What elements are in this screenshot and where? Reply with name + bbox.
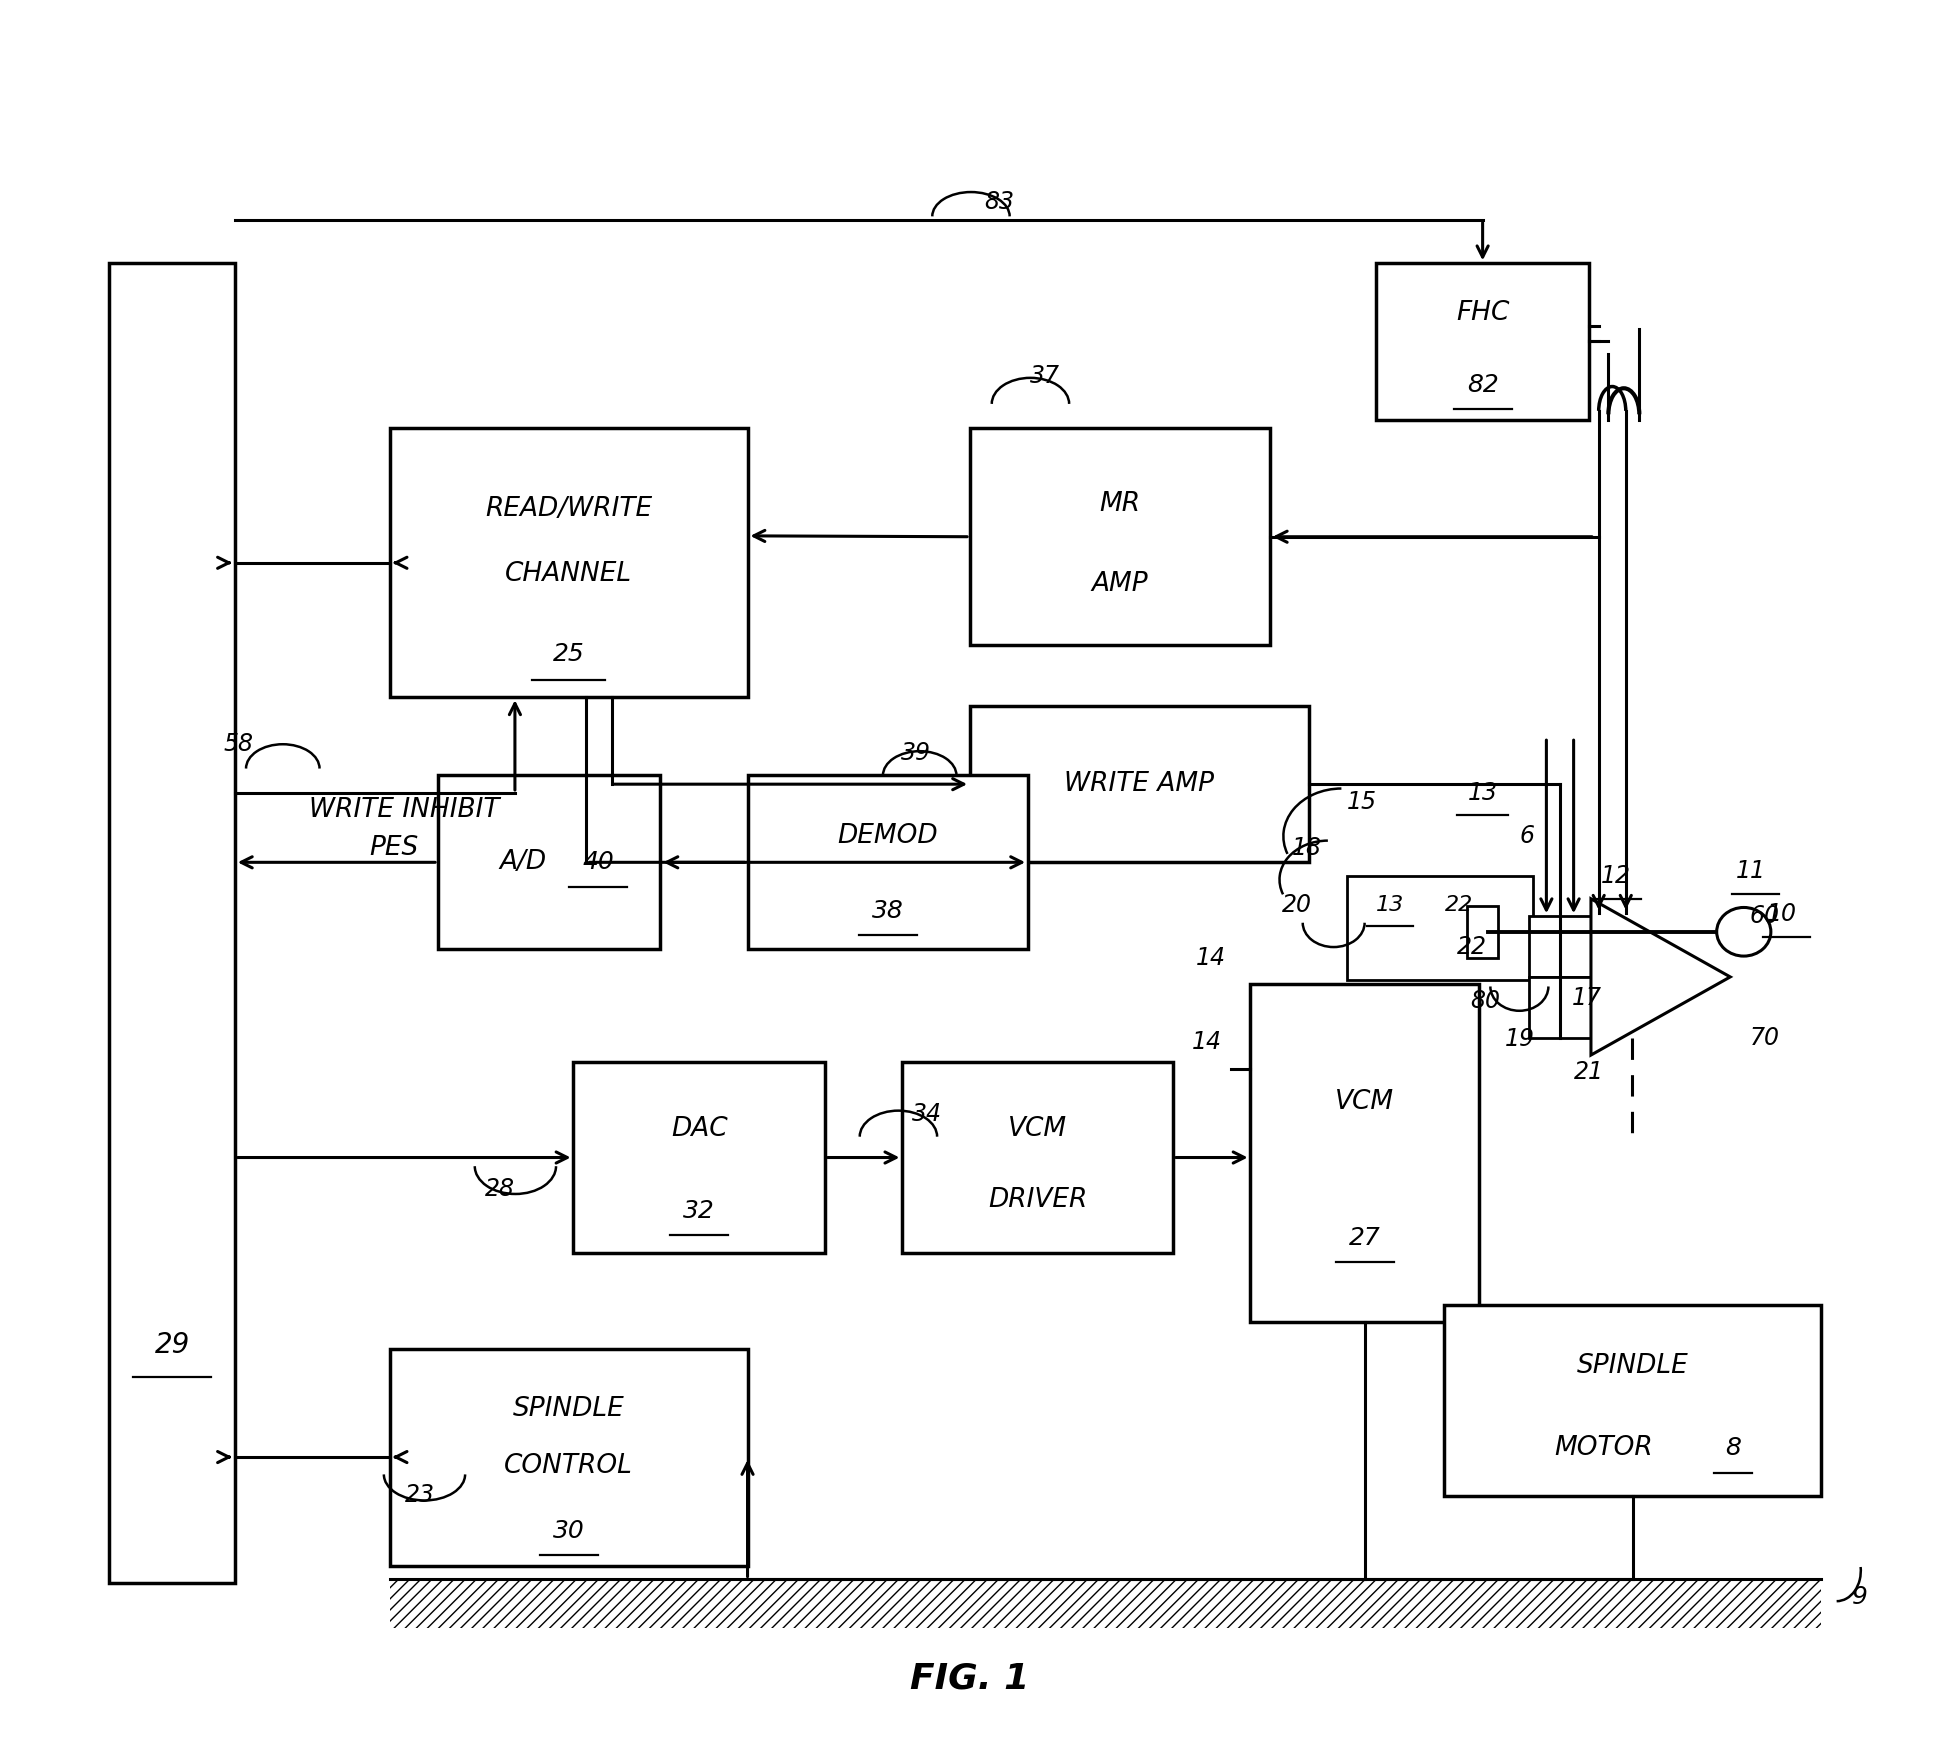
Text: MOTOR: MOTOR bbox=[1553, 1435, 1652, 1462]
Bar bbox=[970, 429, 1270, 645]
Text: 70: 70 bbox=[1749, 1026, 1778, 1050]
Bar bbox=[1528, 977, 1590, 1038]
Text: 60: 60 bbox=[1749, 904, 1778, 928]
Text: 29: 29 bbox=[155, 1331, 190, 1359]
Text: FIG. 1: FIG. 1 bbox=[909, 1662, 1030, 1695]
Text: DEMOD: DEMOD bbox=[838, 824, 938, 850]
Text: 25: 25 bbox=[553, 643, 584, 665]
Text: 37: 37 bbox=[1030, 364, 1059, 388]
Bar bbox=[1528, 916, 1590, 977]
Text: CHANNEL: CHANNEL bbox=[504, 561, 632, 587]
Text: PES: PES bbox=[368, 836, 419, 862]
Text: 30: 30 bbox=[553, 1519, 584, 1543]
Bar bbox=[438, 775, 659, 949]
Text: 80: 80 bbox=[1470, 989, 1499, 1014]
Text: WRITE INHIBIT: WRITE INHIBIT bbox=[308, 798, 498, 824]
Bar bbox=[390, 1348, 747, 1566]
Text: 9: 9 bbox=[1852, 1585, 1867, 1610]
Bar bbox=[574, 1063, 824, 1252]
Text: 18: 18 bbox=[1291, 836, 1320, 861]
Text: 13: 13 bbox=[1375, 895, 1404, 915]
Text: 21: 21 bbox=[1573, 1061, 1604, 1085]
Bar bbox=[1466, 906, 1497, 958]
Bar bbox=[1251, 984, 1478, 1322]
Text: SPINDLE: SPINDLE bbox=[1576, 1354, 1687, 1380]
Text: MR: MR bbox=[1099, 491, 1140, 517]
Bar bbox=[970, 706, 1307, 862]
Text: 14: 14 bbox=[1191, 1031, 1222, 1054]
Text: 39: 39 bbox=[902, 740, 931, 765]
Text: SPINDLE: SPINDLE bbox=[512, 1397, 624, 1421]
Text: 22: 22 bbox=[1445, 895, 1474, 915]
Bar bbox=[109, 263, 235, 1583]
Text: 58: 58 bbox=[223, 732, 254, 756]
Bar bbox=[1346, 876, 1532, 981]
Text: DRIVER: DRIVER bbox=[987, 1186, 1088, 1212]
Text: 19: 19 bbox=[1503, 1028, 1534, 1052]
Text: VCM: VCM bbox=[1334, 1089, 1394, 1115]
Text: 17: 17 bbox=[1571, 986, 1602, 1010]
Polygon shape bbox=[1590, 899, 1730, 1056]
Text: 40: 40 bbox=[582, 850, 615, 874]
Bar bbox=[390, 429, 747, 697]
Text: 8: 8 bbox=[1724, 1437, 1739, 1460]
Text: CONTROL: CONTROL bbox=[504, 1453, 632, 1479]
Text: 11: 11 bbox=[1735, 859, 1764, 883]
Text: 34: 34 bbox=[911, 1103, 942, 1125]
Text: 12: 12 bbox=[1600, 864, 1631, 888]
Text: 32: 32 bbox=[683, 1198, 715, 1223]
Bar bbox=[1443, 1305, 1821, 1496]
Text: 14: 14 bbox=[1194, 946, 1225, 970]
Text: 22: 22 bbox=[1456, 934, 1485, 958]
Text: 83: 83 bbox=[983, 190, 1014, 214]
Text: A/D: A/D bbox=[498, 850, 547, 874]
Text: 23: 23 bbox=[405, 1482, 434, 1507]
Bar bbox=[1375, 263, 1588, 420]
Text: DAC: DAC bbox=[671, 1117, 727, 1141]
Bar bbox=[902, 1063, 1173, 1252]
Text: 13: 13 bbox=[1468, 780, 1497, 805]
Text: 28: 28 bbox=[485, 1178, 514, 1200]
Bar bbox=[747, 775, 1028, 949]
Text: WRITE AMP: WRITE AMP bbox=[1065, 772, 1214, 798]
Text: VCM: VCM bbox=[1008, 1117, 1066, 1141]
Text: 15: 15 bbox=[1346, 789, 1377, 814]
Text: 82: 82 bbox=[1466, 373, 1497, 397]
Text: 6: 6 bbox=[1518, 824, 1534, 848]
Text: AMP: AMP bbox=[1092, 571, 1148, 598]
Text: READ/WRITE: READ/WRITE bbox=[485, 496, 652, 523]
Text: 38: 38 bbox=[871, 899, 904, 923]
Text: 27: 27 bbox=[1348, 1226, 1381, 1249]
Text: 10: 10 bbox=[1766, 902, 1796, 927]
Text: 20: 20 bbox=[1282, 894, 1311, 918]
Text: FHC: FHC bbox=[1454, 300, 1509, 326]
Circle shape bbox=[1716, 908, 1770, 956]
